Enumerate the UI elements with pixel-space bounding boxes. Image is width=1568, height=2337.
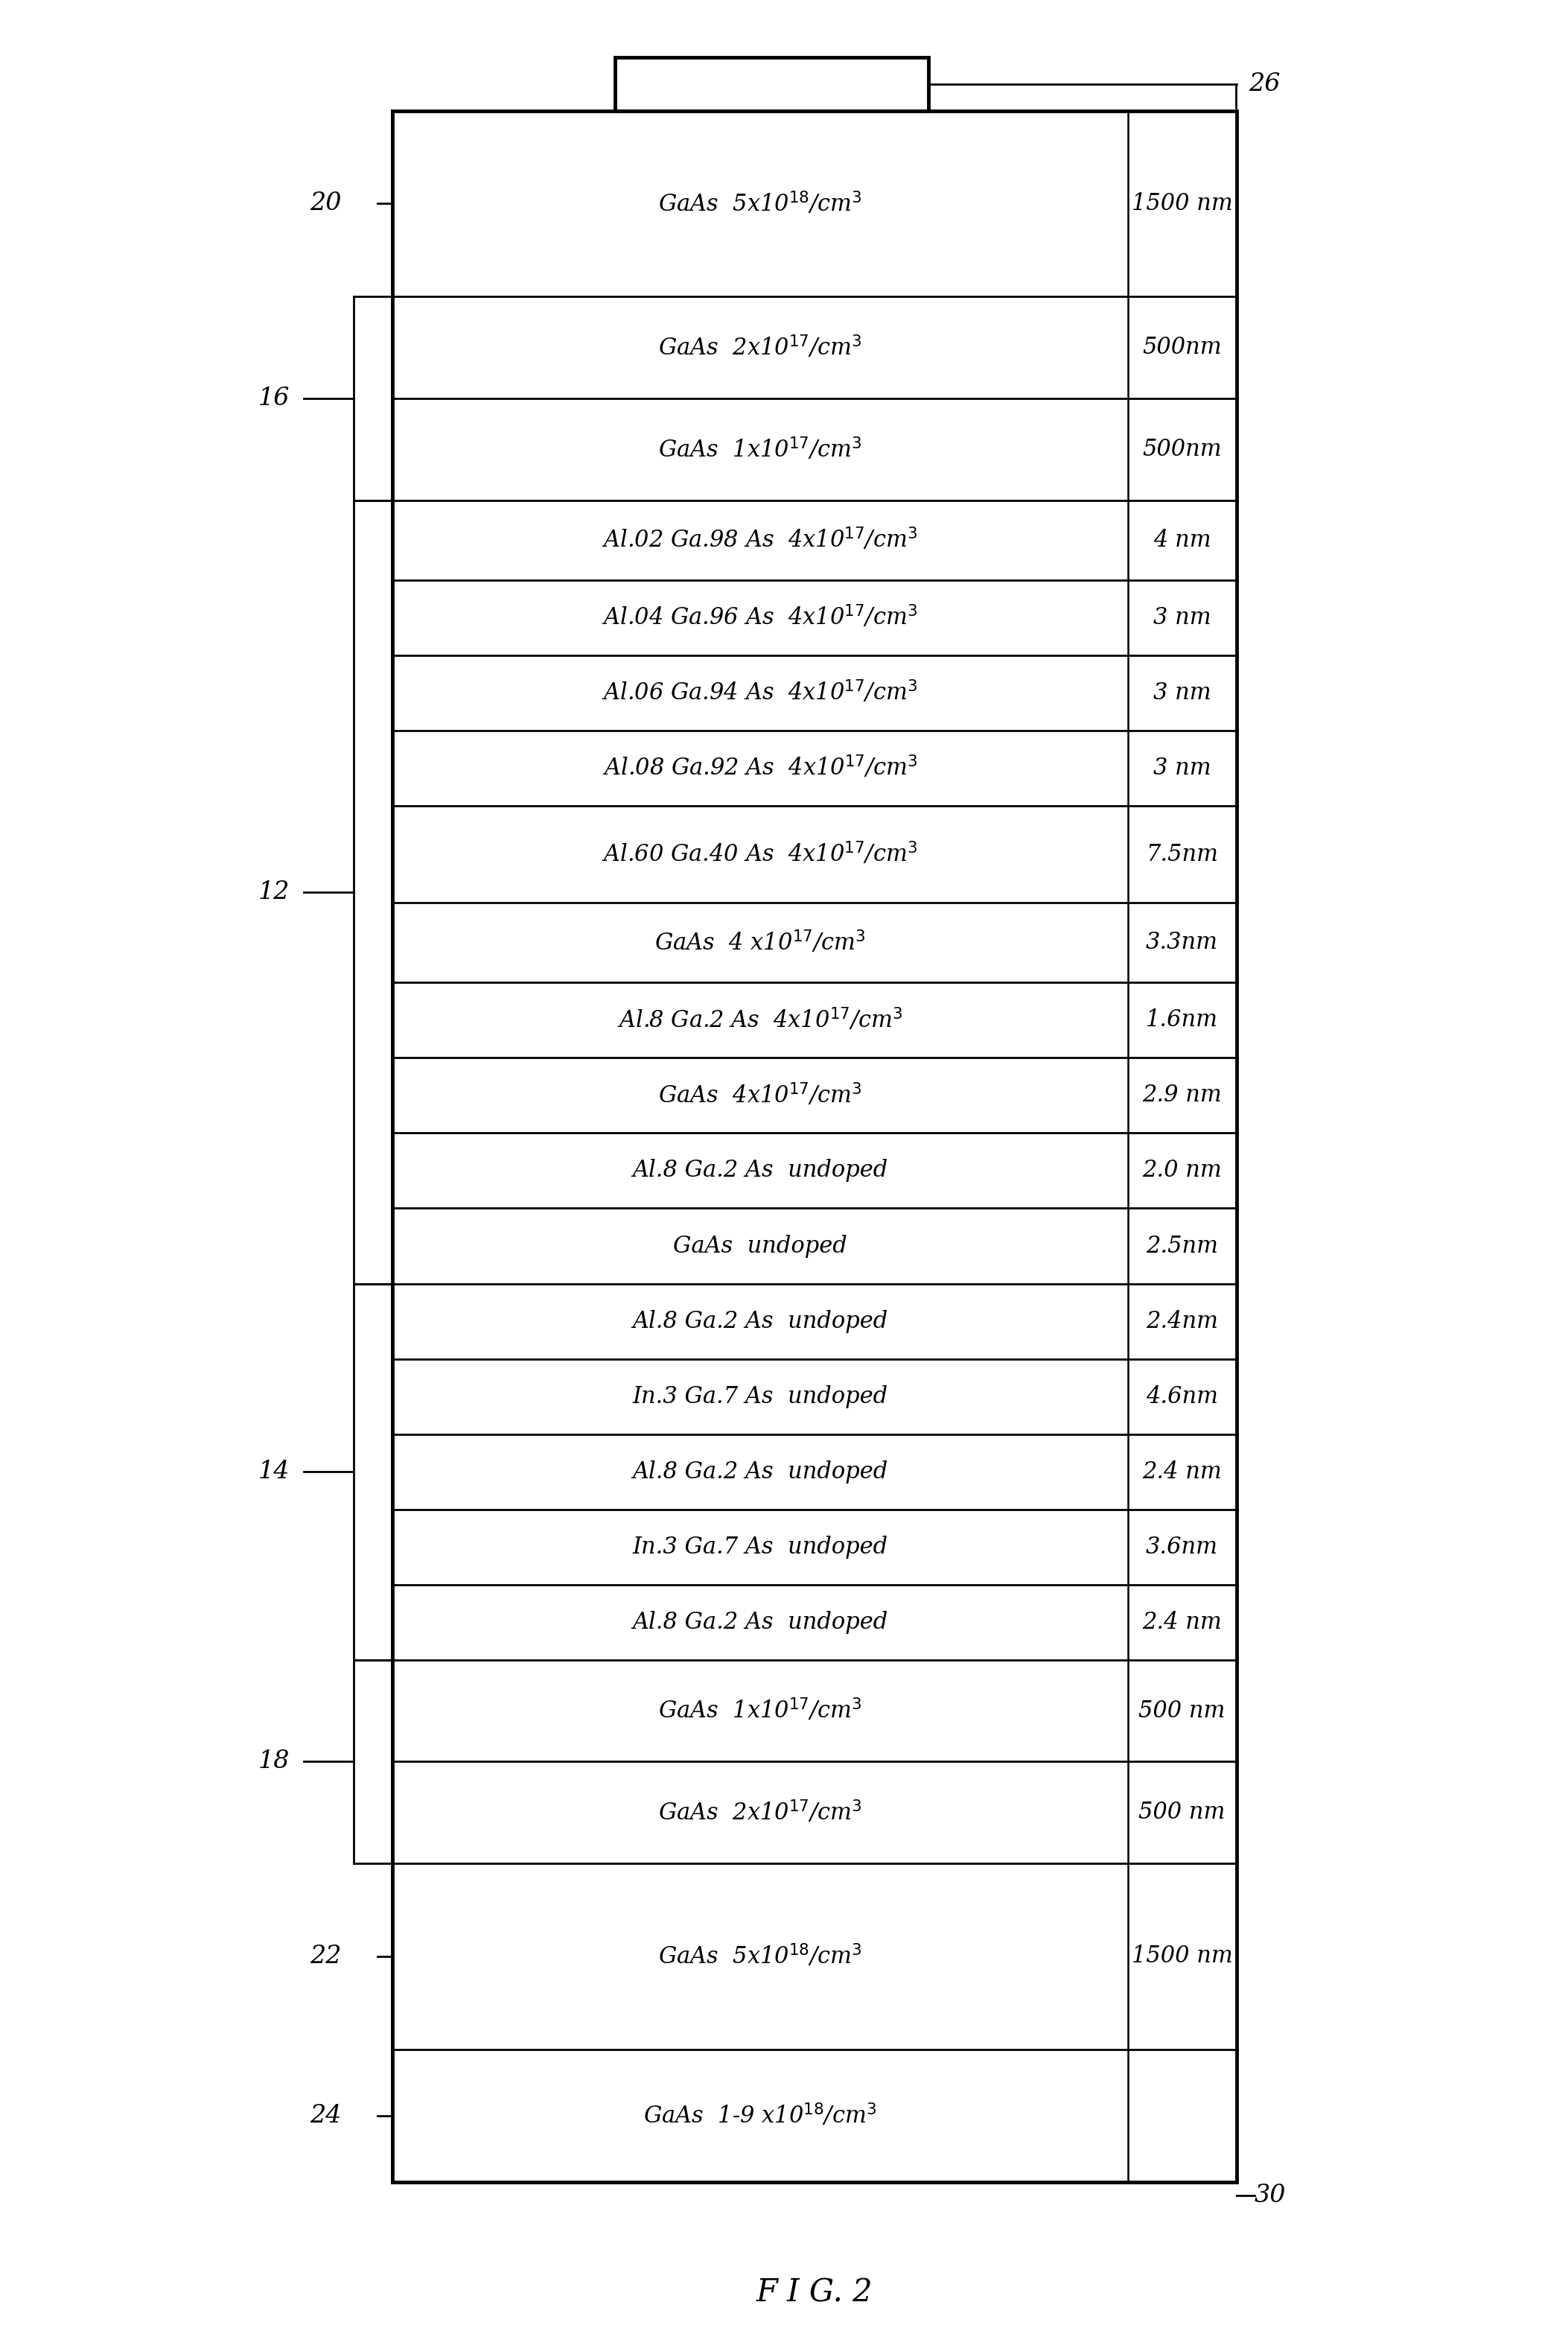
Text: 22: 22 xyxy=(310,1944,342,1968)
Text: 3 nm: 3 nm xyxy=(1152,605,1210,629)
Text: F I G. 2: F I G. 2 xyxy=(756,2276,872,2309)
Bar xyxy=(392,110,1236,2183)
Text: 500 nm: 500 nm xyxy=(1138,1802,1225,1825)
Bar xyxy=(615,58,928,110)
Text: Al.8 Ga.2 As  undoped: Al.8 Ga.2 As undoped xyxy=(632,1610,887,1634)
Text: GaAs  5x10$^{18}$/cm$^3$: GaAs 5x10$^{18}$/cm$^3$ xyxy=(659,189,862,217)
Text: 2.4nm: 2.4nm xyxy=(1146,1309,1218,1332)
Text: GaAs  undoped: GaAs undoped xyxy=(673,1234,847,1257)
Text: In.3 Ga.7 As  undoped: In.3 Ga.7 As undoped xyxy=(632,1535,887,1559)
Text: GaAs  1-9 x10$^{18}$/cm$^3$: GaAs 1-9 x10$^{18}$/cm$^3$ xyxy=(643,2103,877,2129)
Text: 1500 nm: 1500 nm xyxy=(1132,1944,1232,1968)
Text: 4 nm: 4 nm xyxy=(1152,528,1210,552)
Text: Al.8 Ga.2 As  undoped: Al.8 Ga.2 As undoped xyxy=(632,1309,887,1332)
Text: GaAs  1x10$^{17}$/cm$^3$: GaAs 1x10$^{17}$/cm$^3$ xyxy=(659,437,862,463)
Text: 24: 24 xyxy=(310,2103,342,2127)
Text: GaAs  1x10$^{17}$/cm$^3$: GaAs 1x10$^{17}$/cm$^3$ xyxy=(659,1697,862,1725)
Text: GaAs  4 x10$^{17}$/cm$^3$: GaAs 4 x10$^{17}$/cm$^3$ xyxy=(654,930,866,956)
Text: 7.5nm: 7.5nm xyxy=(1146,844,1218,865)
Text: GaAs  2x10$^{17}$/cm$^3$: GaAs 2x10$^{17}$/cm$^3$ xyxy=(659,334,862,360)
Text: 3 nm: 3 nm xyxy=(1152,757,1210,781)
Text: 2.0 nm: 2.0 nm xyxy=(1143,1159,1221,1183)
Text: 2.9 nm: 2.9 nm xyxy=(1143,1084,1221,1108)
Text: 18: 18 xyxy=(257,1750,290,1774)
Text: 3.6nm: 3.6nm xyxy=(1146,1535,1218,1559)
Text: 30: 30 xyxy=(1254,2183,1286,2206)
Text: In.3 Ga.7 As  undoped: In.3 Ga.7 As undoped xyxy=(632,1386,887,1407)
Text: 500nm: 500nm xyxy=(1143,437,1221,460)
Text: Al.04 Ga.96 As  4x10$^{17}$/cm$^3$: Al.04 Ga.96 As 4x10$^{17}$/cm$^3$ xyxy=(602,605,917,631)
Text: Al.8 Ga.2 As  undoped: Al.8 Ga.2 As undoped xyxy=(632,1461,887,1484)
Text: 14: 14 xyxy=(257,1461,290,1484)
Text: Al.60 Ga.40 As  4x10$^{17}$/cm$^3$: Al.60 Ga.40 As 4x10$^{17}$/cm$^3$ xyxy=(602,841,917,867)
Text: 4.6nm: 4.6nm xyxy=(1146,1386,1218,1407)
Text: GaAs  2x10$^{17}$/cm$^3$: GaAs 2x10$^{17}$/cm$^3$ xyxy=(659,1799,862,1825)
Text: Al.02 Ga.98 As  4x10$^{17}$/cm$^3$: Al.02 Ga.98 As 4x10$^{17}$/cm$^3$ xyxy=(602,526,917,554)
Text: 2.5nm: 2.5nm xyxy=(1146,1234,1218,1257)
Text: 1500 nm: 1500 nm xyxy=(1132,192,1232,215)
Text: 26: 26 xyxy=(1248,72,1279,96)
Text: 1.6nm: 1.6nm xyxy=(1146,1010,1218,1031)
Text: 500nm: 500nm xyxy=(1143,337,1221,360)
Text: 20: 20 xyxy=(310,192,342,215)
Text: 3.3nm: 3.3nm xyxy=(1146,930,1218,953)
Text: Al.8 Ga.2 As  undoped: Al.8 Ga.2 As undoped xyxy=(632,1159,887,1183)
Text: Al.08 Ga.92 As  4x10$^{17}$/cm$^3$: Al.08 Ga.92 As 4x10$^{17}$/cm$^3$ xyxy=(602,755,917,781)
Text: GaAs  4x10$^{17}$/cm$^3$: GaAs 4x10$^{17}$/cm$^3$ xyxy=(659,1082,862,1108)
Text: Al.06 Ga.94 As  4x10$^{17}$/cm$^3$: Al.06 Ga.94 As 4x10$^{17}$/cm$^3$ xyxy=(602,680,917,706)
Text: GaAs  5x10$^{18}$/cm$^3$: GaAs 5x10$^{18}$/cm$^3$ xyxy=(659,1942,862,1970)
Text: 3 nm: 3 nm xyxy=(1152,680,1210,703)
Text: 2.4 nm: 2.4 nm xyxy=(1143,1461,1221,1484)
Text: 12: 12 xyxy=(257,881,290,904)
Text: 16: 16 xyxy=(257,386,290,411)
Text: Al.8 Ga.2 As  4x10$^{17}$/cm$^3$: Al.8 Ga.2 As 4x10$^{17}$/cm$^3$ xyxy=(618,1007,903,1033)
Text: 500 nm: 500 nm xyxy=(1138,1699,1225,1722)
Text: 2.4 nm: 2.4 nm xyxy=(1143,1610,1221,1634)
